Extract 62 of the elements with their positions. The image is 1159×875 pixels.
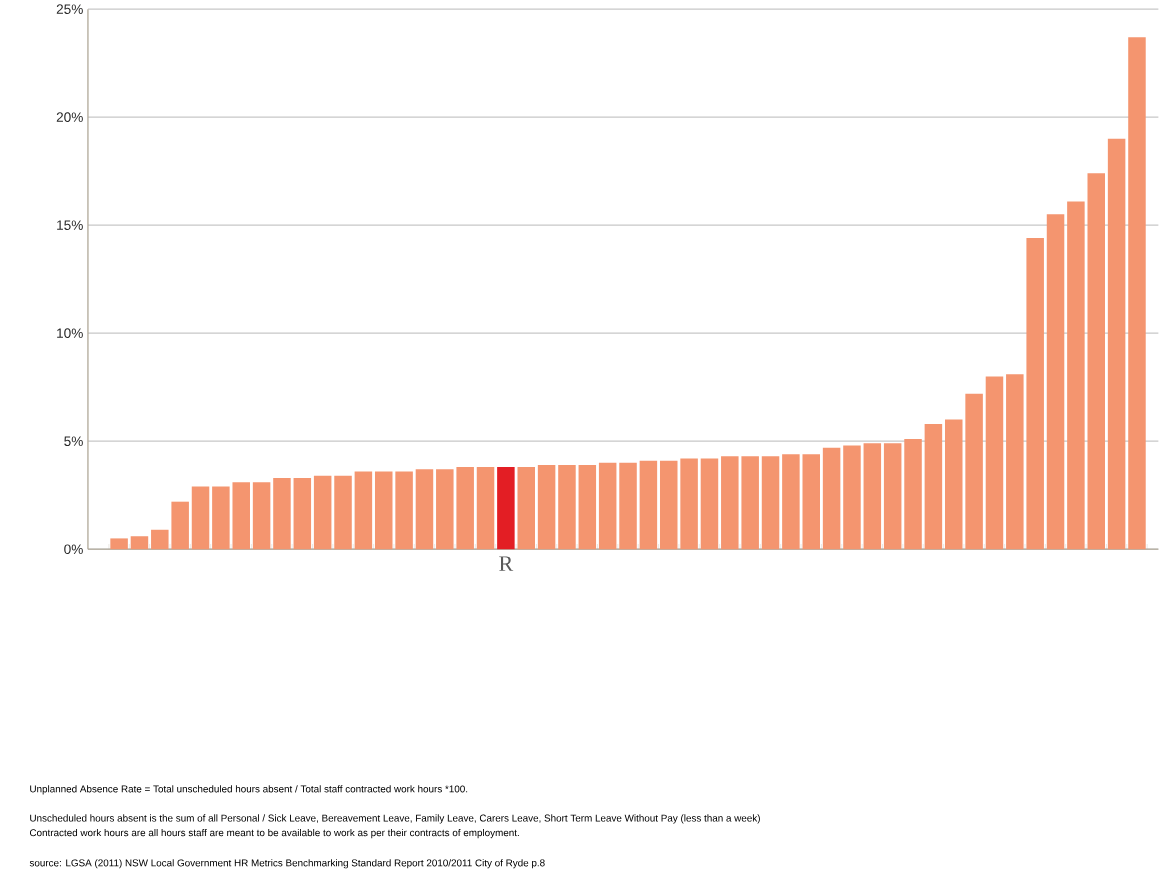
- x-tick-label: R: [499, 556, 514, 571]
- y-tick-label: 15%: [57, 220, 83, 230]
- bar: [334, 475, 352, 549]
- bar: [436, 469, 454, 549]
- bar: [293, 477, 312, 549]
- bar: [517, 466, 535, 549]
- bar: [456, 466, 474, 549]
- bar: [232, 482, 250, 549]
- bar: [212, 486, 230, 549]
- text: Unplanned Absence Rate = Total unscheduled hours absent / Total staff contracted work hours *100.: [30, 784, 468, 795]
- bar: [965, 393, 983, 549]
- bar: [924, 423, 943, 549]
- bar: [1046, 214, 1065, 549]
- bar: [619, 462, 637, 549]
- bar: [354, 471, 373, 549]
- bar: [171, 501, 189, 549]
- bar: [1006, 374, 1024, 549]
- bar: [313, 475, 332, 549]
- bar: [944, 419, 963, 549]
- bar: [985, 376, 1004, 549]
- bar: [598, 462, 617, 549]
- bar: [415, 469, 434, 549]
- text: Contracted work hours are all hours staff are meant to be available to work as per their contracts of employment.: [29, 828, 519, 838]
- bar: [273, 477, 291, 549]
- bar: [721, 456, 739, 549]
- bar: [904, 438, 922, 549]
- bar: [863, 443, 882, 549]
- bar: [802, 453, 820, 549]
- y-tick-label: 20%: [56, 112, 83, 122]
- bar: [680, 458, 698, 549]
- bar: [700, 458, 719, 549]
- bar: [639, 460, 658, 549]
- bar: [374, 471, 393, 549]
- bar: [1067, 201, 1085, 549]
- bar: [822, 447, 841, 549]
- y-tick-label: 25%: [56, 4, 83, 14]
- bar: [497, 466, 515, 549]
- y-tick-label: 5%: [64, 436, 83, 446]
- bar: [782, 453, 800, 549]
- bar: [252, 482, 271, 549]
- bar: [843, 445, 861, 549]
- bar: [761, 456, 780, 549]
- text: Unscheduled hours absent is the sum of all Personal / Sick Leave, Bereavement Leave, Family Leave, Carers Leave, Short Term Leave Without Pay (less than a week): [30, 814, 760, 824]
- y-tick-label: 0%: [64, 544, 83, 554]
- bar: [659, 460, 678, 549]
- bar: [395, 471, 413, 549]
- bar: [578, 464, 597, 549]
- bar: [476, 466, 495, 549]
- bar: [1107, 138, 1126, 549]
- source-note: source: LGSA (2011) NSW Local Government HR Metrics Benchmarking Standard Report 2010/2011 City of Ryde p.8: [29, 858, 545, 869]
- bar: [1026, 237, 1044, 549]
- bar: [883, 443, 902, 549]
- bar: [151, 529, 169, 549]
- y-tick-label: 10%: [57, 328, 83, 338]
- bar: [558, 464, 576, 549]
- bar: [1087, 173, 1106, 549]
- bar: [191, 486, 210, 549]
- bar: [1128, 37, 1146, 549]
- bar: [537, 464, 556, 549]
- bar: [741, 456, 759, 549]
- bar: [130, 536, 149, 549]
- bar: [110, 538, 128, 549]
